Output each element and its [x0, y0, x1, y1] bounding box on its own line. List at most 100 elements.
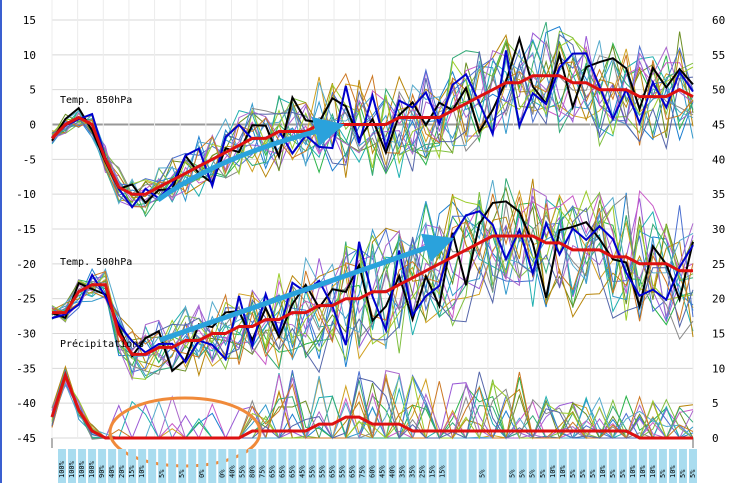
precip-probability-label: 10%	[629, 465, 637, 478]
right-tick-label: 10	[712, 362, 725, 375]
precip-probability-cell	[258, 449, 267, 483]
precip-probability-cell	[248, 449, 257, 483]
precip-member-line	[51, 368, 693, 439]
precip-probability-label: 5%	[689, 469, 697, 478]
right-tick-label: 0	[712, 432, 719, 445]
right-tick-label: 45	[712, 119, 725, 132]
precip-probability-cell	[278, 449, 287, 483]
precip-probability-label: 5%	[178, 469, 186, 478]
precip-probability-label: 10%	[669, 465, 677, 478]
t500-member-line	[51, 178, 694, 380]
precip-probability-label: 5%	[659, 469, 667, 478]
precip-probability-cell	[378, 449, 387, 483]
precip-probability-label: 5%	[529, 469, 537, 478]
precip-probability-cell	[548, 449, 557, 483]
precip-probability-label: 65%	[288, 465, 296, 478]
precip-probability-cell	[678, 449, 687, 483]
precip-probability-label: 5%	[609, 469, 617, 478]
precip-probability-label: 60%	[368, 465, 376, 478]
right-tick-label: 20	[712, 293, 725, 306]
precip-probability-cell	[128, 449, 137, 483]
window-edge	[0, 0, 2, 483]
t500-member-line	[51, 194, 694, 375]
precip-probability-cell	[628, 449, 637, 483]
precip-probability-cell	[558, 449, 567, 483]
precip-probability-label: 10%	[649, 465, 657, 478]
left-tick-label: 10	[23, 49, 36, 62]
panel-label: Temp. 500hPa	[60, 257, 132, 268]
precip-probability-label: 35%	[409, 465, 417, 478]
right-tick-label: 40	[712, 153, 725, 166]
precip-probability-cell	[58, 449, 66, 483]
t500-member-line	[51, 189, 694, 380]
precip-member-line	[51, 368, 694, 440]
left-tick-label: -5	[23, 153, 36, 166]
precip-probability-cell	[618, 449, 627, 483]
precip-probability-label: 100%	[68, 460, 76, 478]
arrow-500-warming	[159, 233, 455, 343]
precip-probability-cell	[308, 449, 317, 483]
right-tick-label: 60	[712, 14, 725, 27]
left-tick-label: -40	[16, 397, 36, 410]
t850-member-line	[51, 31, 694, 204]
precip-probability-cell	[408, 449, 417, 483]
precip-probability-label: 15%	[429, 465, 437, 478]
arrow-850-warming	[156, 117, 345, 203]
precip-probability-label: 5%	[569, 469, 577, 478]
ensemble-members	[51, 21, 694, 440]
precip-probability-cell	[598, 449, 607, 483]
precip-probability-label: 0%	[218, 469, 226, 478]
precip-probability-label: 55%	[308, 465, 316, 478]
precip-probability-cell	[668, 449, 677, 483]
right-tick-label: 25	[712, 258, 725, 271]
precip-probability-cell	[358, 449, 367, 483]
t500-member-line	[51, 205, 694, 373]
precip-probability-cell	[588, 449, 597, 483]
precip-probability-label: 35%	[399, 465, 407, 478]
precip-probability-cell	[268, 449, 277, 483]
precip-probability-cell	[498, 449, 507, 483]
precip-probability-label: 65%	[328, 465, 336, 478]
left-tick-label: 0	[29, 119, 36, 132]
precip-probability-label: 45%	[379, 465, 387, 478]
precip-probability-label: 45%	[298, 465, 306, 478]
right-tick-label: 35	[712, 188, 725, 201]
precip-probabilities: 100% 100% 100% 100% 90% 40% 20% 15% 10% 5% 5% 0% 0% 4…	[58, 449, 697, 483]
precip-probability-cell	[658, 449, 667, 483]
left-tick-label: -25	[16, 293, 36, 306]
precip-probability-label: 25%	[419, 465, 427, 478]
precip-probability-label: 75%	[258, 465, 266, 478]
left-axis: 15 10 5 0 -5 -10 -15 -20 -25 -30 -35 -40 -45	[16, 14, 36, 445]
precip-probability-label: 90%	[98, 465, 106, 478]
precip-probability-label: 20%	[118, 465, 126, 478]
precip-probability-cell	[318, 449, 327, 483]
precip-probability-label: 10%	[599, 465, 607, 478]
t500-mean-line	[52, 234, 693, 356]
left-tick-label: -35	[16, 362, 36, 375]
precip-probability-label: 5%	[509, 469, 517, 478]
t850-member-line	[51, 26, 694, 196]
precip-probability-label: 100%	[78, 460, 86, 478]
precip-probability-cell	[528, 449, 537, 483]
t500-operational-line	[51, 210, 694, 364]
precip-probability-cell	[348, 449, 357, 483]
precip-member-line	[51, 370, 693, 440]
precip-probability-cell	[518, 449, 527, 483]
right-tick-label: 30	[712, 223, 725, 236]
precip-probability-cell	[168, 449, 177, 483]
precip-member-line	[51, 370, 693, 439]
t850-mean-line	[50, 74, 694, 196]
precip-probability-label: 100%	[58, 460, 66, 478]
precip-probability-label: 5%	[158, 469, 166, 478]
panel-label: Précipitations	[60, 338, 144, 350]
precip-probability-cell	[68, 449, 77, 483]
precip-probability-label: 5%	[589, 469, 597, 478]
precip-probability-cell	[568, 449, 577, 483]
precip-probability-cell	[398, 449, 407, 483]
t500-member-line	[51, 189, 694, 370]
right-tick-label: 55	[712, 49, 725, 62]
precip-probability-cell	[478, 449, 487, 483]
precip-probability-cell	[138, 449, 147, 483]
right-tick-label: 5	[712, 397, 719, 410]
